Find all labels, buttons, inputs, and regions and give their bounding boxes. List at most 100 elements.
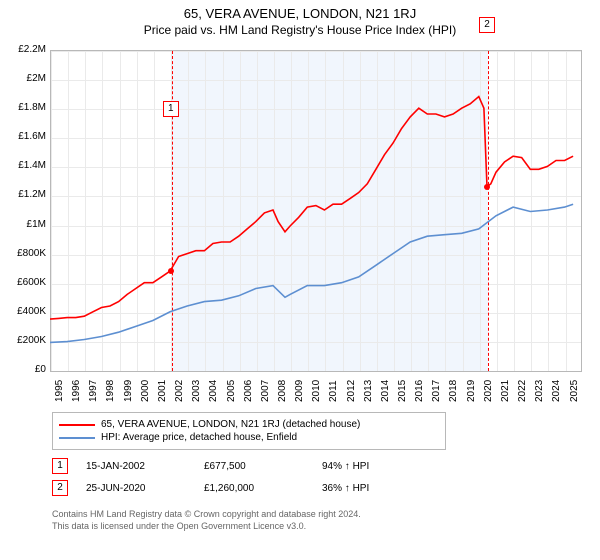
x-axis-tick-label: 2020 [483, 380, 494, 402]
gridline-horizontal [51, 284, 581, 285]
gridline-vertical [85, 51, 86, 371]
y-axis-tick-label: £600K [4, 277, 46, 288]
gridline-vertical [68, 51, 69, 371]
x-axis-tick-label: 2003 [191, 380, 202, 402]
chart-subtitle: Price paid vs. HM Land Registry's House … [0, 23, 600, 37]
gridline-vertical [240, 51, 241, 371]
y-axis-tick-label: £1.8M [4, 102, 46, 113]
transaction-price: £1,260,000 [204, 483, 304, 494]
marker-line [172, 51, 173, 371]
marker-point [484, 184, 490, 190]
x-axis-tick-label: 2001 [157, 380, 168, 402]
x-axis-tick-label: 2010 [311, 380, 322, 402]
gridline-vertical [188, 51, 189, 371]
x-axis-tick-label: 2002 [174, 380, 185, 402]
legend-swatch [59, 424, 95, 426]
y-axis-tick-label: £0 [4, 364, 46, 375]
x-axis-tick-label: 2004 [208, 380, 219, 402]
footer-line-2: This data is licensed under the Open Gov… [52, 520, 361, 532]
gridline-vertical [497, 51, 498, 371]
y-axis-tick-label: £200K [4, 335, 46, 346]
transaction-price: £677,500 [204, 461, 304, 472]
legend-swatch [59, 437, 95, 439]
footer-line-1: Contains HM Land Registry data © Crown c… [52, 508, 361, 520]
x-axis-tick-label: 2017 [431, 380, 442, 402]
transaction-pct: 94% ↑ HPI [322, 461, 422, 472]
x-axis-tick-label: 2012 [346, 380, 357, 402]
x-axis-tick-label: 1995 [54, 380, 65, 402]
gridline-vertical [51, 51, 52, 371]
x-axis-tick-label: 2009 [294, 380, 305, 402]
chart-title-address: 65, VERA AVENUE, LONDON, N21 1RJ [0, 6, 600, 21]
x-axis-tick-label: 2023 [534, 380, 545, 402]
transaction-marker-ref: 2 [52, 480, 68, 496]
shaded-period-band [172, 51, 488, 371]
gridline-vertical [445, 51, 446, 371]
x-axis-tick-label: 2008 [277, 380, 288, 402]
gridline-horizontal [51, 226, 581, 227]
x-axis-tick-label: 1998 [105, 380, 116, 402]
x-axis-tick-label: 1999 [123, 380, 134, 402]
transaction-row: 1 15-JAN-2002 £677,500 94% ↑ HPI [52, 458, 422, 474]
gridline-vertical [548, 51, 549, 371]
x-axis-tick-label: 2021 [500, 380, 511, 402]
gridline-vertical [205, 51, 206, 371]
chart-plot-area [50, 50, 582, 372]
gridline-horizontal [51, 313, 581, 314]
gridline-horizontal [51, 342, 581, 343]
gridline-vertical [257, 51, 258, 371]
gridline-vertical [223, 51, 224, 371]
gridline-vertical [463, 51, 464, 371]
gridline-vertical [274, 51, 275, 371]
gridline-horizontal [51, 196, 581, 197]
x-axis-tick-label: 2013 [363, 380, 374, 402]
gridline-vertical [377, 51, 378, 371]
gridline-vertical [291, 51, 292, 371]
transaction-marker-ref: 1 [52, 458, 68, 474]
x-axis-tick-label: 1996 [71, 380, 82, 402]
gridline-horizontal [51, 138, 581, 139]
gridline-vertical [531, 51, 532, 371]
gridline-horizontal [51, 51, 581, 52]
gridline-vertical [154, 51, 155, 371]
gridline-vertical [120, 51, 121, 371]
legend-label: HPI: Average price, detached house, Enfi… [101, 432, 297, 443]
legend-label: 65, VERA AVENUE, LONDON, N21 1RJ (detach… [101, 419, 360, 430]
x-axis-tick-label: 2006 [243, 380, 254, 402]
chart-legend: 65, VERA AVENUE, LONDON, N21 1RJ (detach… [52, 412, 446, 450]
marker-point [168, 268, 174, 274]
marker-line [488, 51, 489, 371]
gridline-horizontal [51, 255, 581, 256]
gridline-vertical [428, 51, 429, 371]
x-axis-tick-label: 2024 [551, 380, 562, 402]
gridline-vertical [343, 51, 344, 371]
x-axis-tick-label: 2025 [569, 380, 580, 402]
legend-item: 65, VERA AVENUE, LONDON, N21 1RJ (detach… [59, 419, 439, 430]
gridline-vertical [566, 51, 567, 371]
gridline-vertical [360, 51, 361, 371]
gridline-vertical [480, 51, 481, 371]
y-axis-tick-label: £2.2M [4, 44, 46, 55]
x-axis-tick-label: 1997 [88, 380, 99, 402]
gridline-vertical [137, 51, 138, 371]
y-axis-tick-label: £1M [4, 219, 46, 230]
y-axis-tick-label: £1.6M [4, 131, 46, 142]
y-axis-tick-label: £400K [4, 306, 46, 317]
x-axis-tick-label: 2022 [517, 380, 528, 402]
transaction-date: 25-JUN-2020 [86, 483, 186, 494]
transaction-date: 15-JAN-2002 [86, 461, 186, 472]
chart-footer: Contains HM Land Registry data © Crown c… [52, 508, 361, 532]
y-axis-tick-label: £1.2M [4, 189, 46, 200]
x-axis-tick-label: 2011 [328, 380, 339, 402]
gridline-vertical [308, 51, 309, 371]
legend-item: HPI: Average price, detached house, Enfi… [59, 432, 439, 443]
transaction-row: 225-JUN-2020£1,260,00036% ↑ HPI [52, 480, 422, 496]
y-axis-tick-label: £800K [4, 248, 46, 259]
x-axis-tick-label: 2018 [448, 380, 459, 402]
gridline-horizontal [51, 80, 581, 81]
x-axis-tick-label: 2007 [260, 380, 271, 402]
marker-label-box: 1 [163, 101, 179, 117]
gridline-horizontal [51, 167, 581, 168]
gridline-horizontal [51, 109, 581, 110]
x-axis-tick-label: 2000 [140, 380, 151, 402]
